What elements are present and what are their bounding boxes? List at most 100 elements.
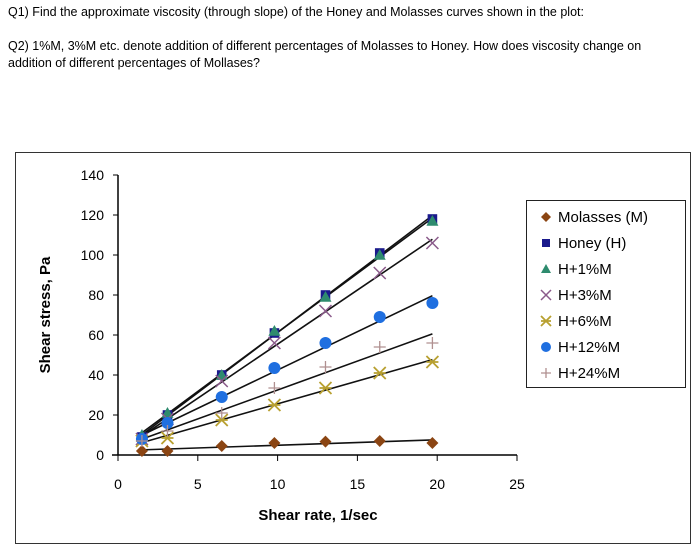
x-marker [425,236,439,250]
triangle-marker [268,325,281,336]
data-point [267,398,282,412]
data-point [425,355,440,369]
legend-marker [541,212,551,222]
diamond-marker [268,437,281,449]
data-point [373,249,386,260]
circle-icon [541,342,551,352]
legend-label: H+3%M [558,286,612,304]
x-marker [373,266,387,280]
legend-label: H+24%M [558,364,621,382]
x-marker [267,336,281,350]
x-tick-label: 15 [350,476,366,492]
diamond-icon [541,212,551,222]
series-molasses-m- [135,435,439,457]
question-2: Q2) 1%M, 3%M etc. denote addition of dif… [8,39,642,70]
x-tick-label: 10 [270,476,286,492]
data-point [160,431,175,445]
diamond-marker [541,212,551,222]
y-axis-label: Shear stress, Pa [37,256,54,373]
y-tick-label: 120 [81,207,105,223]
data-point [319,435,332,448]
data-point [373,311,386,323]
x-tick-label: 5 [194,476,202,492]
data-point [319,337,332,349]
trendline-3 [141,238,433,437]
legend-item: H+1%M [539,256,685,282]
legend-label: Molasses (M) [558,208,649,226]
legend-label: Honey (H) [558,234,627,252]
data-point [161,425,174,437]
legend-marker [540,315,552,327]
circle-marker [268,362,281,374]
data-point [215,407,228,419]
data-point [135,435,148,447]
legend-item: H+24%M [539,360,685,386]
data-point [268,437,281,449]
data-point [161,417,174,429]
trendline-5 [141,294,433,436]
plus-marker [268,382,281,394]
series-h-3-m [135,236,439,446]
x-axis-label: Shear rate, 1/sec [258,507,377,524]
y-tick-label: 0 [96,447,104,463]
legend-marker [542,239,550,247]
data-point [373,435,386,447]
circle-marker [426,297,439,309]
data-point [161,445,174,457]
circle-marker [319,337,332,349]
data-point [319,361,332,373]
legend-item: Molasses (M) [539,204,685,230]
triangle-marker [373,249,386,260]
legend-item: H+6%M [539,308,685,334]
data-point [268,382,281,394]
legend-marker [541,342,551,352]
data-point [426,437,439,449]
star-marker [425,355,440,369]
plus-icon [541,368,551,378]
plus-marker [135,435,148,447]
plus-marker [426,337,439,349]
legend-label: H+1%M [558,260,612,278]
data-point [268,325,281,336]
triangle-icon [541,264,551,273]
plus-marker [215,407,228,419]
plus-marker [319,361,332,373]
series-h-24-m [135,337,439,447]
trendline-6 [141,333,433,440]
question-1: Q1) Find the approximate viscosity (thro… [8,5,584,19]
data-point [267,336,281,350]
legend-marker [541,368,551,378]
data-point [373,366,387,380]
data-point [426,297,439,309]
x-marker [215,374,229,388]
legend-marker [540,289,552,301]
diamond-marker [135,445,148,457]
square-marker [542,239,550,247]
data-point [215,374,229,388]
star-marker [215,413,229,427]
data-point [215,413,229,427]
square-icon [542,239,550,247]
y-tick-label: 80 [88,287,104,303]
data-point [135,445,148,457]
plus-marker [541,368,551,378]
star-marker [318,381,333,395]
chart-frame [15,152,691,544]
triangle-marker [319,291,332,302]
circle-marker [373,311,386,323]
diamond-marker [426,437,439,449]
x-tick-label: 25 [509,476,525,492]
circle-marker [215,391,228,403]
plus-marker [373,341,386,353]
legend-marker [541,264,551,273]
diamond-marker [319,435,332,448]
x-tick-label: 20 [429,476,445,492]
star-marker [267,398,282,412]
star-icon [540,315,552,327]
circle-marker [541,342,551,352]
data-point [426,337,439,349]
data-point [425,236,439,250]
triangle-marker [541,264,551,273]
x-marker [540,289,552,301]
